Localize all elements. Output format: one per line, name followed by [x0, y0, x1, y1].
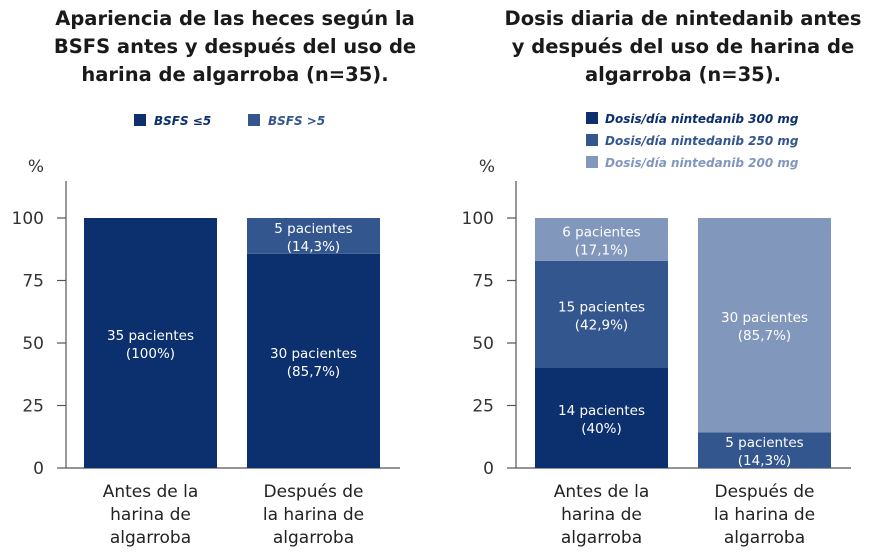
- chart-title-line: Apariencia de las heces según la: [55, 7, 415, 30]
- x-category-label: harina de: [561, 505, 642, 525]
- legend-label: BSFS ≤5: [154, 114, 211, 128]
- legend-label: BSFS >5: [268, 114, 325, 128]
- y-axis-unit: %: [28, 157, 44, 177]
- legend-swatch: [134, 114, 146, 126]
- x-category-label: la harina de: [714, 505, 815, 525]
- bar-segment: [535, 260, 668, 368]
- data-label: 30 pacientes: [270, 346, 357, 362]
- data-label: (85,7%): [287, 364, 340, 380]
- bar-segment: [247, 218, 380, 254]
- data-label: (85,7%): [738, 328, 791, 344]
- data-label: (42,9%): [575, 317, 628, 333]
- data-label: (17,1%): [575, 242, 628, 258]
- data-label: 14 pacientes: [558, 403, 645, 419]
- x-category-label: algarroba: [724, 528, 805, 548]
- data-label: (40%): [581, 421, 622, 437]
- chart-title-line: algarroba (n=35).: [585, 63, 781, 86]
- chart-title-line: y después del uso de harina de: [512, 35, 854, 58]
- data-label: (14,3%): [738, 453, 791, 469]
- y-tick-label: 75: [472, 272, 494, 292]
- y-tick-label: 25: [22, 397, 44, 417]
- y-tick-label: 75: [22, 272, 44, 292]
- data-label: 5 pacientes: [725, 435, 803, 451]
- x-category-label: algarroba: [561, 528, 642, 548]
- data-label: 15 pacientes: [558, 299, 645, 315]
- chart-title-line: harina de algarroba (n=35).: [81, 63, 388, 86]
- data-label: (14,3%): [287, 239, 340, 255]
- y-tick-label: 25: [472, 397, 494, 417]
- bar-segment: [247, 253, 380, 468]
- y-tick-label: 100: [12, 209, 44, 229]
- y-tick-label: 0: [483, 459, 494, 479]
- chart-2: Dosis diaria de nintedanib antes y despué…: [462, 7, 862, 548]
- legend-label: Dosis/día nintedanib 300 mg: [605, 112, 799, 126]
- legend-swatch: [586, 156, 598, 168]
- legend-label: Dosis/día nintedanib 250 mg: [605, 134, 799, 148]
- legend-swatch: [586, 112, 598, 124]
- bar-segment: [535, 368, 668, 468]
- bar-segment: [698, 218, 831, 433]
- x-category-label: la harina de: [263, 505, 364, 525]
- legend-label: Dosis/día nintedanib 200 mg: [605, 156, 799, 170]
- chart-title-line: Dosis diaria de nintedanib antes: [505, 7, 862, 30]
- y-axis-unit: %: [479, 157, 495, 177]
- bar-segment: [84, 218, 217, 468]
- legend-swatch: [248, 114, 260, 126]
- x-category-label: harina de: [110, 505, 191, 525]
- data-label: (100%): [126, 346, 175, 362]
- y-tick-label: 50: [22, 334, 44, 354]
- y-tick-label: 50: [472, 334, 494, 354]
- x-category-label: algarroba: [273, 528, 354, 548]
- y-tick-label: 0: [33, 459, 44, 479]
- bar-segment: [698, 432, 831, 468]
- bar-segment: [535, 218, 668, 261]
- data-label: 35 pacientes: [107, 328, 194, 344]
- y-tick-label: 100: [462, 209, 494, 229]
- x-category-label: Después de: [264, 482, 364, 502]
- data-label: 6 pacientes: [562, 224, 640, 240]
- chart-1: Apariencia de las heces según la BSFS ant…: [12, 7, 417, 548]
- legend-swatch: [586, 134, 598, 146]
- chart-title-line: BSFS antes y después del uso de: [54, 35, 416, 58]
- x-category-label: Antes de la: [554, 482, 650, 502]
- data-label: 30 pacientes: [721, 310, 808, 326]
- x-category-label: algarroba: [110, 528, 191, 548]
- x-category-label: Antes de la: [103, 482, 199, 502]
- data-label: 5 pacientes: [274, 221, 352, 237]
- x-category-label: Después de: [715, 482, 815, 502]
